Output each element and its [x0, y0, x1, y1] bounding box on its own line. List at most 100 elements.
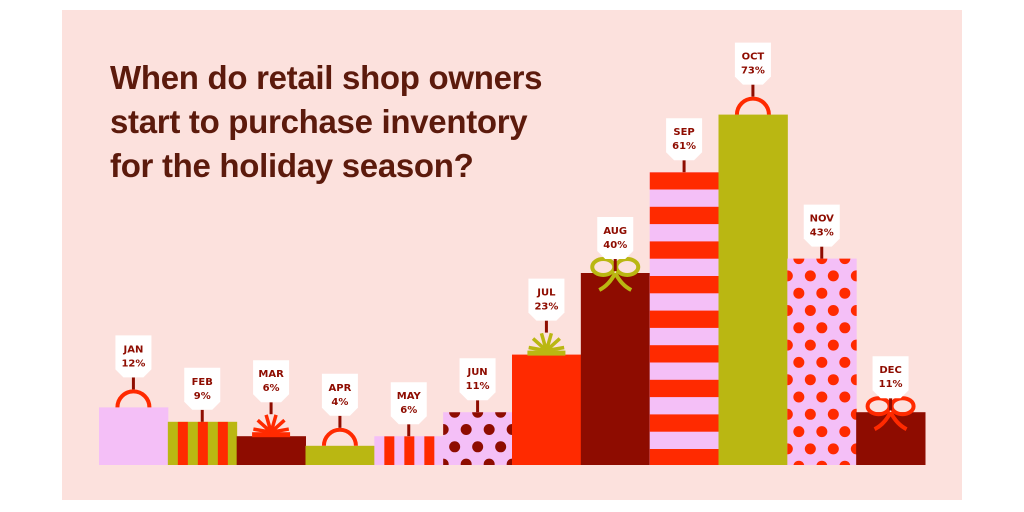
dot	[483, 458, 495, 466]
bar-pattern	[443, 412, 513, 466]
dot	[787, 270, 793, 282]
stripe	[404, 436, 415, 465]
handle-icon	[321, 427, 358, 446]
dot	[495, 412, 507, 418]
title-line: When do retail shop owners	[110, 59, 543, 96]
gift-tag	[803, 204, 840, 247]
dot	[793, 258, 805, 265]
stripe	[649, 345, 720, 363]
dot	[787, 339, 793, 351]
dot	[787, 408, 793, 420]
bar-group-jul: JUL 23%	[512, 278, 582, 465]
stripe	[177, 421, 188, 465]
stripe	[217, 421, 228, 465]
bar-group-jun: JUN 11%	[443, 358, 513, 466]
dot	[816, 322, 828, 334]
stripe	[649, 172, 720, 190]
category-label: JUL	[536, 288, 556, 299]
stripe	[649, 206, 720, 225]
gift-tag	[459, 358, 496, 401]
bar-group-sep: SEP 61%	[649, 118, 720, 465]
dot	[793, 460, 805, 465]
dot	[827, 305, 839, 316]
dot	[850, 305, 857, 316]
gift-tag	[528, 278, 565, 321]
ribbon	[252, 432, 291, 438]
handle-icon	[734, 96, 771, 115]
ribbon	[527, 350, 566, 356]
bar-group-dec: DEC 11%	[856, 356, 926, 465]
dot	[787, 374, 793, 386]
stripe	[649, 414, 720, 432]
category-label: MAR	[258, 369, 284, 380]
dot	[460, 458, 472, 466]
dot	[816, 258, 828, 265]
bow-tail	[598, 272, 633, 292]
bow-loop	[865, 396, 892, 417]
gift-tag	[734, 42, 771, 85]
dot	[495, 441, 507, 453]
title-line: start to purchase inventory	[110, 103, 528, 140]
category-label: AUG	[603, 226, 627, 237]
bar-pattern	[787, 258, 857, 465]
dot	[460, 424, 472, 435]
value-label: 11%	[466, 381, 490, 392]
bar	[236, 436, 306, 465]
bar	[718, 114, 788, 465]
burst-ray	[270, 427, 290, 434]
value-label: 61%	[672, 141, 696, 152]
gift-tag	[390, 382, 427, 425]
category-label: OCT	[742, 52, 765, 63]
dot	[793, 391, 805, 403]
value-label: 6%	[263, 383, 280, 394]
value-label: 11%	[879, 379, 903, 390]
dot	[506, 424, 513, 435]
gift-tag	[115, 335, 152, 378]
dot	[443, 424, 449, 435]
dot	[472, 441, 484, 453]
dot	[816, 356, 828, 368]
dot	[816, 460, 828, 465]
value-label: 23%	[534, 302, 558, 313]
dot	[804, 408, 816, 420]
dot	[483, 424, 495, 435]
bow-tail	[873, 411, 908, 431]
bow-loop	[590, 257, 617, 277]
bar-group-jan: JAN 12%	[99, 335, 169, 465]
gift-tag	[184, 367, 221, 410]
stripe	[384, 436, 395, 465]
dot	[816, 287, 828, 299]
chart-title: When do retail shop owners start to purc…	[110, 56, 543, 188]
bar	[443, 412, 513, 465]
dot	[850, 374, 857, 386]
category-label: JUN	[466, 367, 487, 378]
bar	[580, 273, 651, 465]
value-label: 40%	[603, 240, 627, 251]
dot	[827, 408, 839, 420]
dot	[506, 458, 513, 466]
dot	[804, 374, 816, 386]
bar	[305, 445, 375, 465]
dot	[827, 270, 839, 282]
bar-group-aug: AUG 40%	[580, 217, 651, 465]
dot	[787, 305, 793, 316]
category-label: MAY	[397, 391, 422, 402]
bar-group-may: MAY 6%	[374, 382, 444, 465]
dot	[827, 374, 839, 386]
dot	[449, 441, 461, 453]
dot	[443, 458, 449, 466]
value-label: 6%	[400, 405, 417, 416]
bar-group-oct: OCT 73%	[718, 42, 788, 465]
dot	[472, 412, 484, 418]
stripe	[197, 421, 208, 465]
bar-pattern	[177, 421, 228, 465]
dot	[850, 443, 857, 455]
category-label: DEC	[879, 365, 901, 376]
bar	[856, 412, 926, 465]
stripe	[649, 449, 720, 465]
stripe	[649, 379, 720, 398]
dot	[793, 322, 805, 334]
dot	[804, 443, 816, 455]
category-label: NOV	[810, 214, 835, 225]
